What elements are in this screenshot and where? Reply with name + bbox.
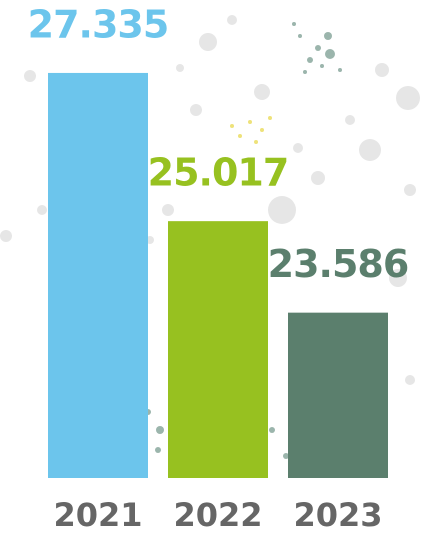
bar xyxy=(168,221,268,478)
bar xyxy=(288,312,388,478)
x-tick-label: 2021 xyxy=(53,496,142,534)
x-tick-label: 2023 xyxy=(293,496,382,534)
value-label: 23.586 xyxy=(268,242,409,286)
value-label: 27.335 xyxy=(28,2,169,46)
x-tick-label: 2022 xyxy=(173,496,262,534)
background-dots xyxy=(0,15,420,385)
yellow-dots xyxy=(230,116,272,144)
value-label: 25.017 xyxy=(148,151,289,195)
bar xyxy=(48,72,148,478)
